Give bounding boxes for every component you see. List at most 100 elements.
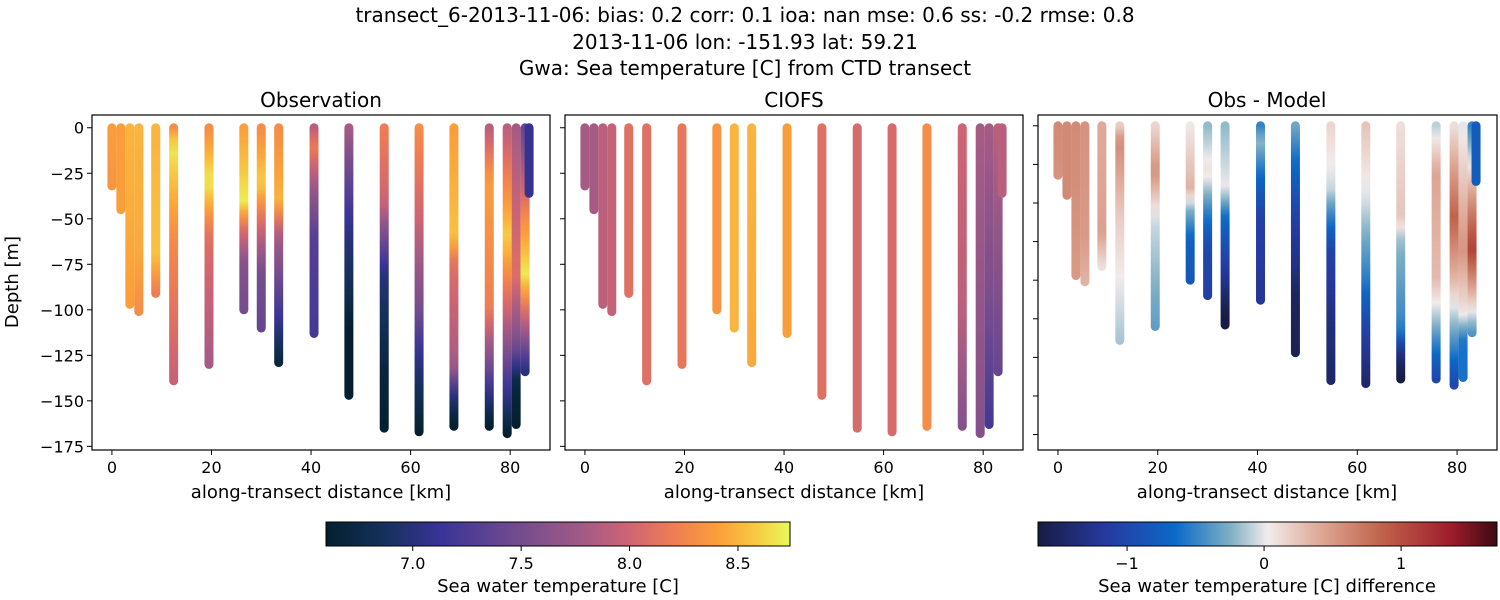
y-tick-label: −175: [40, 437, 84, 456]
xlabel-observation: along-transect distance [km]: [191, 482, 451, 503]
station-profile-bar: [589, 123, 599, 215]
station-profile-bar: [1150, 121, 1160, 331]
station-profile-bar: [274, 123, 284, 368]
colorbar-tick-label: 8.0: [617, 554, 642, 573]
axes-frame: [91, 114, 551, 451]
colorbar-tick-label: 7.0: [400, 554, 425, 573]
colorbar-temperature: 7.0 7.5 8.0 8.5: [325, 521, 791, 573]
station-profile-bar: [309, 123, 319, 338]
x-tick-label: 60: [400, 458, 420, 477]
station-profile-bar: [1449, 121, 1459, 390]
colorbar-tick-label: 1: [1396, 554, 1406, 573]
station-profile-bar: [782, 123, 792, 338]
x-tick-label: 60: [873, 458, 893, 477]
station-profile-bar: [524, 123, 534, 198]
station-profile-bar: [712, 123, 722, 315]
x-tick-label: 80: [973, 458, 993, 477]
ylabel: Depth [m]: [2, 236, 23, 328]
station-profile-bar: [344, 123, 354, 400]
station-profile-bar: [151, 123, 161, 298]
y-tick-label: −100: [40, 301, 84, 320]
station-profile-bar: [607, 123, 617, 317]
y-tick-label: −25: [50, 164, 84, 183]
panel-title-observation: Observation: [260, 88, 382, 112]
x-tick-label: 80: [500, 458, 520, 477]
station-profile-bar: [997, 123, 1007, 198]
title-line-2: 2013-11-06 lon: -151.93 lat: 59.21: [572, 30, 918, 54]
y-tick-label: −125: [40, 346, 84, 365]
station-profile-bar: [1471, 121, 1481, 186]
station-profile-bar: [511, 123, 521, 430]
station-profile-bar: [922, 123, 932, 431]
station-profile-bar: [1290, 121, 1300, 358]
station-profile-bar: [502, 123, 512, 439]
station-profile-bar: [975, 123, 985, 439]
station-profile-bar: [852, 123, 862, 433]
xlabel-difference: along-transect distance [km]: [1137, 482, 1397, 503]
colorbar-tick-label: 8.5: [725, 554, 750, 573]
station-profile-bar: [1062, 121, 1072, 200]
x-tick-label: 40: [301, 458, 321, 477]
station-profile-bar: [1458, 121, 1468, 382]
colorbar-tick-label: 7.5: [508, 554, 533, 573]
station-profile-bar: [484, 123, 494, 431]
colorbar-label-temperature: Sea water temperature [C]: [437, 576, 679, 597]
station-profile-bar: [1115, 121, 1125, 345]
station-profile-bar: [1080, 121, 1090, 287]
panel-title-model: CIOFS: [764, 88, 823, 112]
station-profile-bar: [580, 123, 590, 191]
station-profile-bar: [239, 123, 249, 315]
station-profile-bar: [747, 123, 757, 368]
colorbar-label-difference: Sea water temperature [C] difference: [1098, 576, 1436, 597]
station-profile-bar: [729, 123, 739, 333]
station-profile-bar: [1185, 121, 1195, 285]
colorbar-difference: −1 0 1: [1037, 521, 1498, 573]
station-profile-bar: [1361, 121, 1371, 389]
station-profile-bar: [125, 123, 135, 309]
station-profile-bar: [449, 123, 459, 431]
station-profile-bar: [1431, 121, 1441, 384]
station-profile-bar: [1071, 121, 1081, 281]
x-tick-label: 0: [107, 458, 117, 477]
x-tick-label: 60: [1347, 458, 1367, 477]
station-profile-bar: [957, 123, 967, 431]
x-tick-label: 0: [580, 458, 590, 477]
y-tick-label: −75: [50, 255, 84, 274]
axes-frame: [564, 114, 1024, 451]
title-line-1: transect_6-2013-11-06: bias: 0.2 corr: 0…: [355, 3, 1134, 27]
x-tick-label: 20: [674, 458, 694, 477]
station-profile-bar: [984, 123, 994, 430]
station-profile-bar: [642, 123, 652, 386]
panel-title-difference: Obs - Model: [1208, 88, 1327, 112]
x-tick-label: 40: [1247, 458, 1267, 477]
station-profile-bar: [256, 123, 266, 333]
station-profile-bar: [169, 123, 179, 386]
station-profile-bar: [1053, 121, 1063, 180]
colorbar-tick-label: 0: [1259, 554, 1269, 573]
station-profile-bar: [624, 123, 634, 298]
xlabel-model: along-transect distance [km]: [664, 482, 924, 503]
x-tick-label: 80: [1447, 458, 1467, 477]
axes-frame: [1037, 114, 1498, 451]
station-profile-bar: [598, 123, 608, 309]
station-profile-bar: [414, 123, 424, 437]
x-tick-label: 40: [774, 458, 794, 477]
x-tick-label: 20: [1148, 458, 1168, 477]
panel-diff: 0 20 40 60 80: [1033, 114, 1498, 477]
y-tick-label: −50: [50, 210, 84, 229]
station-profile-bar: [887, 123, 897, 437]
station-profile-bar: [1220, 121, 1230, 330]
y-tick-label: 0: [74, 119, 84, 138]
title-line-3: Gwa: Sea temperature [C] from CTD transe…: [519, 56, 971, 80]
y-tick-label: −150: [40, 392, 84, 411]
station-profile-bar: [204, 123, 214, 369]
station-profile-bar: [134, 123, 144, 317]
x-tick-label: 20: [201, 458, 221, 477]
station-profile-bar: [1097, 121, 1107, 271]
panel-obs: 0 20 40 60 80 0 −25 −50 −75 −100 −125 −150 −175: [40, 114, 551, 477]
station-profile-bar: [107, 123, 117, 191]
station-profile-bar: [1203, 121, 1213, 301]
colorbar-tick-label: −1: [1115, 554, 1139, 573]
station-profile-bar: [1326, 121, 1336, 386]
